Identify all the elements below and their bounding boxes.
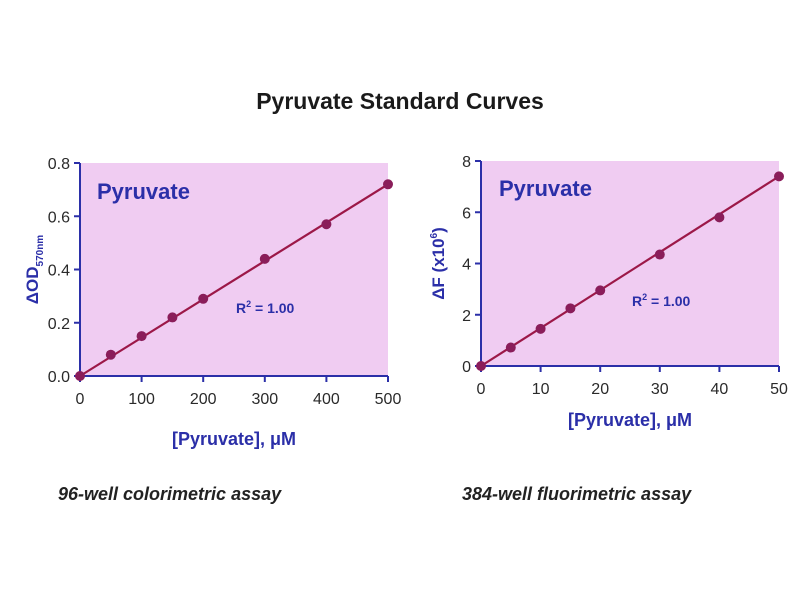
x-axis-label: [Pyruvate], μM	[568, 410, 692, 430]
y-tick-label: 4	[462, 257, 471, 274]
y-tick-label: 0.8	[48, 156, 70, 173]
y-tick-label: 6	[462, 205, 471, 222]
caption-right: 384-well fluorimetric assay	[462, 484, 692, 504]
r-squared-prefix: R	[632, 293, 642, 309]
r-squared-suffix: = 1.00	[647, 293, 690, 309]
data-point	[136, 331, 147, 342]
data-point	[476, 361, 486, 371]
x-tick-label: 0	[76, 391, 85, 408]
x-tick-label: 30	[651, 381, 669, 398]
caption-left: 96-well colorimetric assay	[58, 484, 282, 504]
data-point	[105, 349, 116, 360]
data-point	[383, 179, 393, 190]
y-tick-label: 0.6	[48, 209, 70, 226]
data-point	[774, 171, 784, 182]
r-squared-superscript: 2	[246, 299, 251, 309]
fit-line	[79, 183, 389, 377]
chart-panel-1: 0.0 0.2 0.4 0.6 0.8 0 100 200 300 400 500 Pyruvate R…	[23, 156, 401, 449]
y-axis-label-suffix: )	[429, 227, 448, 233]
y-axis-label-main: ΔOD	[23, 266, 42, 304]
x-tick-label: 10	[532, 381, 550, 398]
y-tick-label: 0.2	[48, 316, 70, 333]
y-tick-label: 0	[462, 359, 471, 376]
y-axis-label-main: ΔF (x10	[429, 238, 448, 299]
data-point	[321, 219, 332, 230]
data-point	[259, 253, 270, 264]
y-tick-label: 8	[462, 154, 471, 171]
data-point	[75, 371, 85, 381]
r-squared-annotation: R2 = 1.00	[236, 299, 295, 316]
data-point	[595, 285, 606, 296]
panel-label: Pyruvate	[97, 179, 190, 204]
panel-label: Pyruvate	[499, 176, 592, 201]
r-squared-superscript: 2	[642, 292, 647, 302]
y-axis-label-subscript: 570nm	[35, 235, 46, 267]
x-tick-label: 400	[313, 391, 340, 408]
x-tick-label: 200	[190, 391, 217, 408]
y-axis-label: ΔF (x106)	[429, 227, 448, 300]
y-axis-label: ΔOD570nm	[23, 235, 46, 305]
x-tick-label: 300	[251, 391, 278, 408]
data-point	[565, 303, 576, 314]
fit-line	[480, 175, 780, 367]
data-point	[505, 342, 516, 353]
x-tick-label: 0	[477, 381, 486, 398]
r-squared-suffix: = 1.00	[251, 300, 294, 316]
y-tick-label: 0.0	[48, 369, 70, 386]
plot-area	[80, 163, 388, 376]
figure-title: Pyruvate Standard Curves	[256, 88, 544, 114]
x-axis-label: [Pyruvate], μM	[172, 429, 296, 449]
x-tick-label: 20	[591, 381, 609, 398]
y-axis-label-superscript: 6	[429, 232, 440, 238]
r-squared-prefix: R	[236, 300, 246, 316]
data-point	[654, 249, 665, 260]
data-point	[714, 212, 725, 223]
data-point	[167, 312, 178, 323]
plot-area	[481, 161, 779, 366]
data-point	[198, 293, 209, 304]
x-tick-label: 100	[128, 391, 155, 408]
y-tick-label: 0.4	[48, 263, 70, 280]
data-point	[535, 323, 546, 334]
y-tick-label: 2	[462, 308, 471, 325]
x-tick-label: 40	[711, 381, 729, 398]
x-tick-label: 500	[375, 391, 402, 408]
x-tick-label: 50	[770, 381, 788, 398]
r-squared-annotation: R2 = 1.00	[632, 292, 691, 309]
